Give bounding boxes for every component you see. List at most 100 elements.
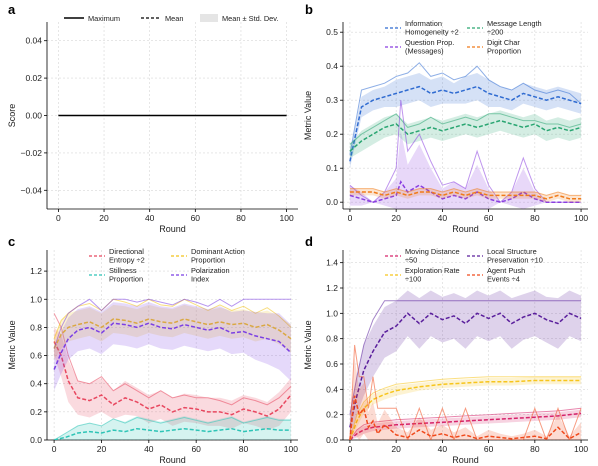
max-line-Agent Push Events ÷4: [349, 344, 582, 440]
x-tick-label: 40: [438, 444, 448, 454]
legend-a: Maximum Mean Mean ± Std. Dev.: [64, 14, 279, 23]
x-tick-label: 60: [191, 213, 201, 223]
legend-label-line: Dominant Action: [191, 247, 245, 256]
mean-line-Exploration Rate ÷100: [349, 379, 582, 440]
max-line-Exploration Rate ÷100: [349, 376, 582, 440]
legend-label-line: Directional: [109, 247, 144, 256]
mean-line-Digit Char Proportion: [349, 191, 582, 200]
x-tick-label: 0: [56, 213, 61, 223]
y-tick-label: 0.0: [326, 197, 338, 207]
y-tick-label: −0.02: [20, 148, 42, 158]
x-tick-label: 20: [391, 213, 401, 223]
mean-line-Information Homogeneity ÷2: [349, 85, 582, 162]
legend-label-line: ÷200: [487, 28, 503, 37]
mean-line-Stillness Proportion: [53, 427, 291, 440]
y-tick-label: 1.0: [30, 294, 42, 304]
plot-area: [349, 62, 582, 209]
legend-label-line: Question Prop.: [405, 38, 454, 47]
y-axis-label: Metric Value: [303, 320, 313, 369]
x-tick-label: 80: [530, 444, 540, 454]
panel-letter-d: d: [305, 234, 313, 249]
y-tick-label: 0.2: [30, 407, 42, 417]
x-axis-label: Round: [452, 455, 479, 465]
mean-line-Message Length ÷200: [349, 119, 582, 152]
x-tick-label: 60: [484, 213, 494, 223]
x-tick-label: 60: [191, 444, 201, 454]
legend-label-line: Exploration Rate: [405, 266, 460, 275]
y-tick-label: 0.4: [326, 61, 338, 71]
mean-line-Polarization Index: [53, 322, 292, 370]
x-axis-label: Round: [452, 224, 479, 234]
mean-line-Local Structure Preservation ÷10: [349, 312, 582, 428]
plot-area: [53, 298, 292, 440]
x-tick-label: 100: [279, 213, 293, 223]
x-tick-label: 100: [284, 444, 298, 454]
max-line-Message Length ÷200: [349, 113, 582, 145]
legend-label: Exploration Rate ÷100: [405, 266, 460, 284]
x-axis-label: Round: [159, 455, 186, 465]
legend-d: Moving Distance ÷50 Local Structure Preserv…: [385, 247, 543, 284]
legend-label-line: Moving Distance: [405, 247, 460, 256]
x-tick-label: 20: [391, 444, 401, 454]
x-tick-label: 20: [97, 444, 107, 454]
y-tick-label: 0.6: [30, 351, 42, 361]
x-tick-label: 60: [484, 444, 494, 454]
legend-label-maximum: Maximum: [88, 14, 120, 23]
legend-label-line: Events ÷4: [487, 275, 520, 284]
y-axis-label: Score: [7, 104, 17, 128]
x-tick-label: 40: [144, 444, 154, 454]
x-tick-label: 0: [52, 444, 57, 454]
max-line-Question Prop. (Messages): [349, 100, 582, 203]
legend-label-line: Local Structure: [487, 247, 537, 256]
legend-label-line: Homogeneity ÷2: [405, 28, 459, 37]
legend-label-line: Information: [405, 19, 442, 28]
legend-label: Polarization Index: [191, 266, 230, 284]
x-tick-label: 80: [530, 213, 540, 223]
panel-d: d 0 20 40 60 80 100 0.0 0.2 0.4 0.6 0.8 1.0 1.2 1.4 Rou…: [303, 234, 588, 465]
legend-label-line: Proportion: [191, 256, 225, 265]
x-axis-label: Round: [159, 224, 186, 234]
legend-label-line: Agent Push: [487, 266, 525, 275]
max-line-Information Homogeneity ÷2: [349, 62, 582, 155]
y-tick-label: 0.5: [326, 27, 338, 37]
y-tick-label: 1.2: [30, 266, 42, 276]
panel-b: b 0 20 40 60 80 100 0.0 0.1 0.2 0.3 0.4 0.5 Round Metr…: [303, 2, 588, 234]
std-band-Polarization Index: [54, 302, 291, 391]
std-band-Local Structure Preservation ÷10: [349, 290, 582, 440]
legend-c: Directional Entropy ÷2 Dominant Action Prop…: [89, 247, 245, 284]
x-tick-label: 80: [236, 213, 246, 223]
legend-b: Information Homogeneity ÷2 Message Length ÷…: [385, 19, 542, 56]
panel-letter-c: c: [8, 234, 15, 249]
std-band-Information Homogeneity ÷2: [349, 73, 582, 169]
y-tick-label: 0.3: [326, 95, 338, 105]
x-tick-label: 40: [438, 213, 448, 223]
y-tick-label: 0.2: [326, 129, 338, 139]
max-line-Stillness Proportion: [53, 416, 291, 440]
y-axis-label: Metric Value: [303, 91, 313, 140]
legend-label-line: Entropy ÷2: [109, 256, 145, 265]
max-line-Digit Char Proportion: [349, 188, 582, 196]
y-tick-label: 0.02: [25, 73, 42, 83]
max-line-Directional Entropy ÷2: [53, 313, 292, 406]
legend-label: Directional Entropy ÷2: [109, 247, 145, 265]
y-tick-label: 0.6: [326, 359, 338, 369]
legend-label-line: Polarization: [191, 266, 230, 275]
y-tick-label: 0.8: [30, 322, 42, 332]
y-tick-label: 0.4: [326, 384, 338, 394]
legend-label-line: Preservation ÷10: [487, 256, 543, 265]
mean-line-Directional Entropy ÷2: [53, 341, 292, 417]
legend-label: Dominant Action Proportion: [191, 247, 245, 265]
mean-line-Moving Distance ÷50: [349, 412, 582, 440]
std-band-Exploration Rate ÷100: [349, 376, 582, 440]
x-tick-label: 80: [239, 444, 249, 454]
panel-letter-b: b: [305, 2, 313, 17]
max-line-Moving Distance ÷50: [349, 407, 582, 440]
y-tick-label: 0.0: [30, 435, 42, 445]
legend-label: Message Length ÷200: [487, 19, 542, 37]
y-tick-label: 1.0: [326, 308, 338, 318]
legend-label-line: ÷50: [405, 256, 417, 265]
std-band-Question Prop. (Messages): [349, 130, 582, 209]
legend-label-line: Index: [191, 275, 209, 284]
max-line-Local Structure Preservation ÷10: [349, 300, 582, 415]
legend-label: Agent Push Events ÷4: [487, 266, 525, 284]
